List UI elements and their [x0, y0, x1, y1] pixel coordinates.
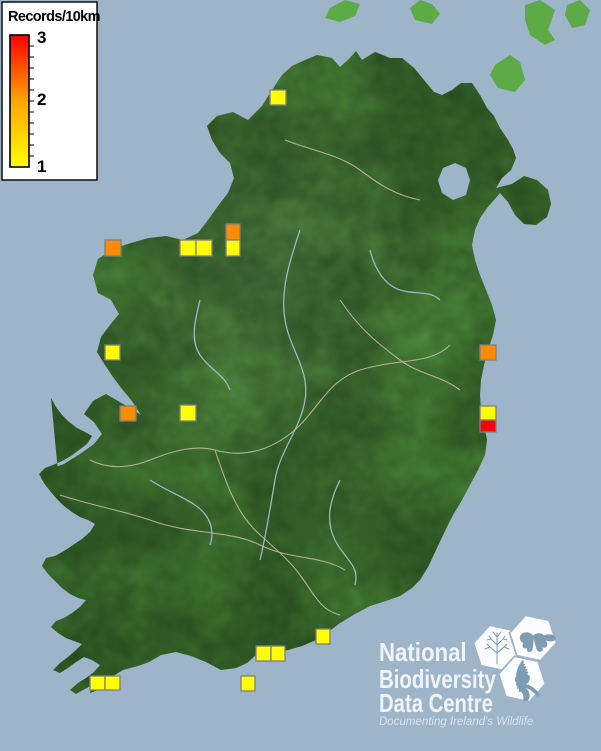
svg-text:National: National — [379, 637, 467, 667]
svg-text:Records/10km: Records/10km — [8, 9, 100, 25]
svg-text:1: 1 — [37, 157, 46, 176]
svg-text:2: 2 — [37, 90, 46, 109]
svg-text:Documenting Ireland's Wildlife: Documenting Ireland's Wildlife — [379, 716, 533, 728]
svg-text:3: 3 — [37, 28, 46, 47]
svg-text:Data Centre: Data Centre — [379, 688, 493, 718]
